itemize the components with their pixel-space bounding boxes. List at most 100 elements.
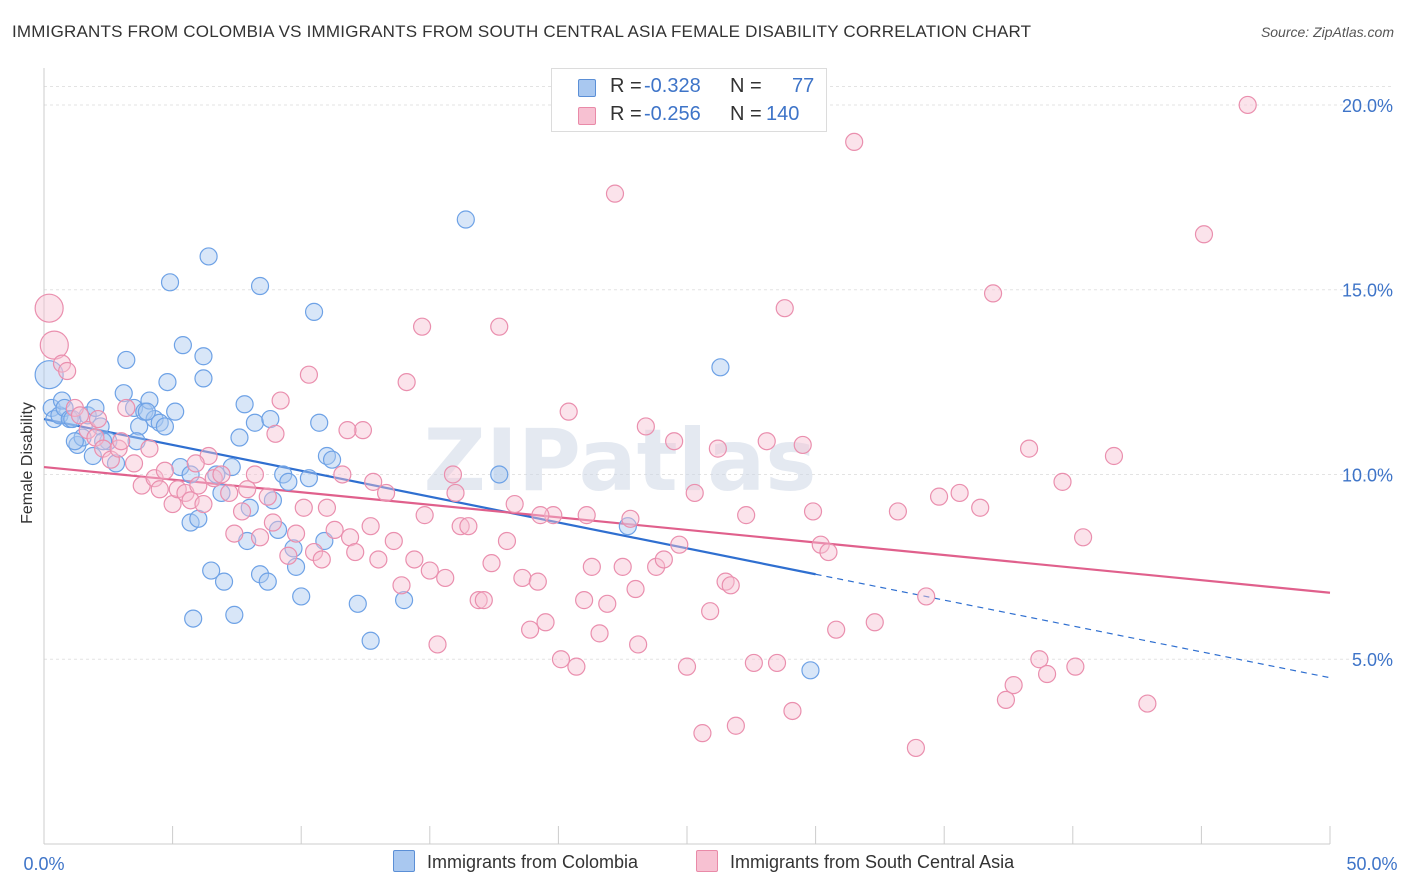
point-south-central-asia	[436, 568, 455, 588]
point-south-central-asia	[767, 653, 787, 673]
point-colombia	[173, 336, 192, 355]
point-colombia	[322, 450, 342, 469]
point-south-central-asia	[996, 690, 1016, 709]
point-south-central-asia	[1037, 664, 1057, 684]
point-colombia	[86, 398, 105, 418]
point-south-central-asia	[757, 432, 776, 451]
y-tick-label: 10.0%	[1342, 465, 1393, 485]
point-colombia	[222, 457, 241, 477]
point-south-central-asia	[145, 469, 164, 488]
point-colombia	[214, 572, 234, 591]
point-south-central-asia	[304, 542, 324, 562]
point-colombia	[199, 247, 218, 266]
point-south-central-asia	[1194, 225, 1214, 244]
point-south-central-asia	[451, 517, 470, 536]
point-south-central-asia	[929, 487, 949, 506]
bottom-legend-label-colombia: Immigrants from Colombia	[427, 852, 639, 872]
point-south-central-asia	[803, 502, 823, 521]
legend-swatch-south-central-asia	[578, 107, 596, 125]
y-axis-label: Female Disability	[19, 402, 36, 524]
point-colombia	[202, 561, 221, 580]
point-south-central-asia	[353, 421, 373, 440]
point-south-central-asia	[412, 317, 432, 336]
point-south-central-asia	[1066, 657, 1085, 676]
point-south-central-asia	[536, 613, 555, 632]
point-south-central-asia	[544, 506, 563, 525]
point-south-central-asia	[971, 498, 990, 517]
point-south-central-asia	[443, 465, 463, 484]
point-south-central-asia	[708, 439, 727, 458]
point-colombia	[235, 395, 254, 414]
point-south-central-asia	[376, 483, 396, 503]
point-south-central-asia	[827, 620, 846, 639]
point-south-central-asia	[590, 624, 609, 643]
point-south-central-asia	[505, 494, 524, 514]
bottom-legend-colombia: Immigrants from Colombia	[393, 850, 639, 874]
point-south-central-asia	[317, 498, 337, 517]
point-colombia	[310, 413, 329, 432]
point-south-central-asia	[983, 284, 1003, 303]
y-tick-label: 20.0%	[1342, 96, 1393, 116]
point-south-central-asia	[364, 472, 383, 491]
point-south-central-asia	[232, 502, 252, 521]
point-south-central-asia	[279, 546, 298, 565]
point-colombia	[245, 413, 265, 432]
legend-row-colombia: R = -0.328 N = 77	[552, 73, 826, 101]
point-south-central-asia	[338, 421, 357, 440]
point-south-central-asia	[1238, 95, 1257, 115]
point-south-central-asia	[415, 506, 434, 525]
point-south-central-asia	[621, 509, 640, 528]
point-south-central-asia	[551, 650, 571, 669]
point-south-central-asia	[392, 576, 411, 595]
point-south-central-asia	[58, 361, 77, 381]
point-colombia	[155, 417, 174, 436]
point-colombia	[299, 469, 319, 488]
point-south-central-asia	[888, 502, 908, 521]
point-colombia	[292, 587, 311, 606]
point-south-central-asia	[1073, 528, 1093, 547]
point-south-central-asia	[567, 657, 586, 676]
point-south-central-asia	[665, 432, 684, 451]
point-south-central-asia	[112, 432, 131, 451]
point-south-central-asia	[950, 483, 969, 503]
point-south-central-asia	[70, 406, 90, 425]
point-south-central-asia	[109, 439, 128, 458]
point-colombia	[456, 210, 475, 229]
point-south-central-asia	[528, 572, 547, 591]
point-colombia	[361, 631, 380, 650]
legend-n-value: 140	[766, 103, 800, 125]
point-south-central-asia	[575, 591, 594, 610]
point-colombia	[279, 472, 298, 491]
point-colombia	[117, 350, 136, 370]
point-colombia	[140, 391, 159, 410]
point-south-central-asia	[647, 557, 666, 576]
point-colombia	[184, 609, 203, 628]
point-south-central-asia	[250, 528, 270, 547]
point-south-central-asia	[245, 465, 265, 484]
point-colombia	[137, 402, 156, 421]
point-colombia	[194, 347, 213, 366]
point-colombia	[250, 565, 270, 584]
point-south-central-asia	[497, 531, 517, 551]
point-south-central-asia	[865, 613, 884, 632]
point-south-central-asia	[737, 506, 756, 525]
point-south-central-asia	[521, 620, 540, 639]
point-south-central-asia	[312, 550, 331, 569]
point-south-central-asia	[819, 542, 838, 562]
x-tick-label: 50.0%	[1346, 854, 1397, 874]
point-south-central-asia	[194, 494, 213, 514]
point-south-central-asia	[155, 461, 174, 480]
point-south-central-asia	[793, 435, 812, 455]
point-south-central-asia	[212, 465, 231, 484]
point-colombia	[212, 483, 231, 503]
point-south-central-asia	[225, 524, 244, 543]
point-south-central-asia	[294, 498, 313, 517]
point-south-central-asia	[626, 579, 645, 599]
legend-n-label: N =	[730, 75, 762, 97]
point-south-central-asia	[88, 409, 108, 429]
point-south-central-asia	[428, 635, 447, 654]
point-south-central-asia	[811, 535, 830, 554]
point-south-central-asia	[405, 550, 424, 569]
point-south-central-asia	[906, 738, 926, 758]
point-south-central-asia	[559, 402, 578, 421]
